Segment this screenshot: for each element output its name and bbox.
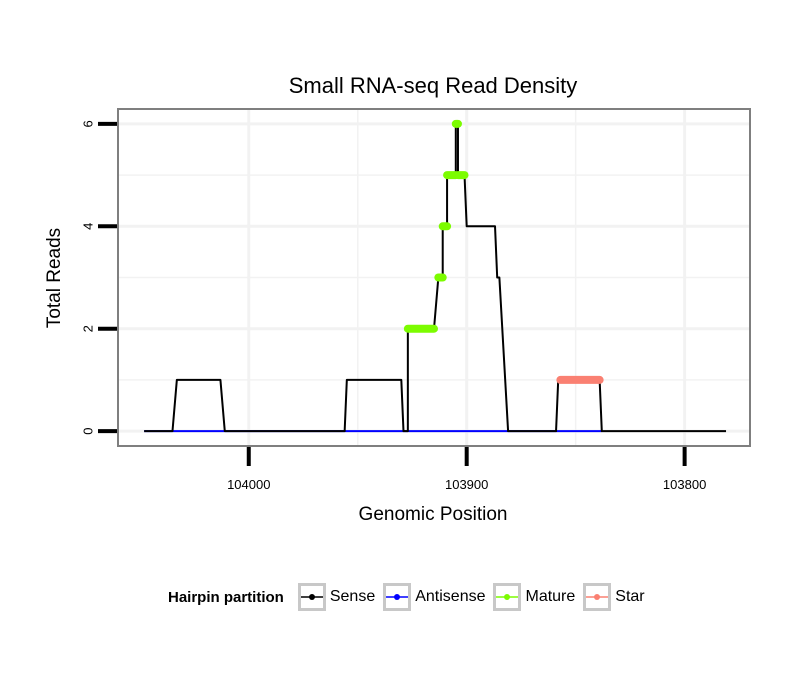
y-tick-label: 6 bbox=[81, 120, 96, 127]
chart-title: Small RNA-seq Read Density bbox=[289, 73, 578, 98]
x-tick-label: 104000 bbox=[227, 477, 270, 492]
legend-item-sense: Sense bbox=[297, 583, 376, 611]
legend-item-star: Star bbox=[583, 583, 645, 611]
legend-key-antisense bbox=[383, 583, 412, 611]
legend-title: Hairpin partition bbox=[168, 588, 284, 606]
x-tick-label: 103900 bbox=[445, 477, 488, 492]
legend-label-star: Star bbox=[615, 588, 645, 605]
grid bbox=[118, 109, 750, 446]
legend-label-antisense: Antisense bbox=[415, 588, 486, 605]
series-layer bbox=[144, 119, 727, 433]
x-tick-label: 103800 bbox=[663, 477, 706, 492]
y-axis-title: Total Reads bbox=[44, 228, 65, 328]
legend-key-star bbox=[583, 583, 612, 611]
plot-panel bbox=[117, 108, 751, 447]
y-tick-label: 2 bbox=[81, 325, 96, 332]
legend-item-mature: Mature bbox=[493, 583, 575, 611]
legend: Hairpin partition Sense Antisense Mature… bbox=[168, 578, 653, 616]
y-tick-label: 4 bbox=[81, 223, 96, 230]
legend-item-antisense: Antisense bbox=[383, 583, 485, 611]
legend-key-mature bbox=[493, 583, 522, 611]
x-axis-title: Genomic Position bbox=[359, 504, 508, 525]
y-tick-label: 0 bbox=[81, 428, 96, 435]
axes: 0 2 4 6 104000 103900 103800 bbox=[81, 120, 707, 492]
legend-label-mature: Mature bbox=[525, 588, 576, 605]
legend-key-sense bbox=[297, 583, 326, 611]
legend-label-sense: Sense bbox=[329, 588, 376, 605]
